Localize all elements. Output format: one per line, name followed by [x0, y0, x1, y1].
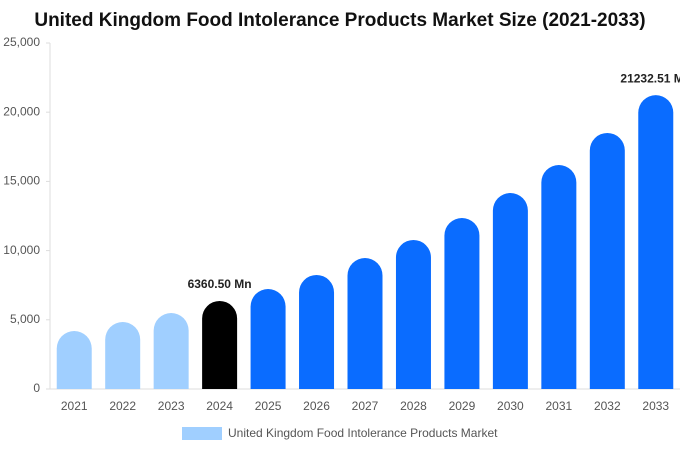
x-tick-label: 2027 — [352, 399, 379, 413]
bar — [395, 239, 431, 389]
y-tick-label: 5,000 — [10, 312, 40, 326]
bar — [202, 300, 238, 389]
x-tick-label: 2025 — [255, 399, 282, 413]
x-tick-label: 2023 — [158, 399, 185, 413]
bar — [492, 193, 528, 389]
x-tick-label: 2028 — [400, 399, 427, 413]
data-label: 6360.50 Mn — [188, 277, 252, 291]
x-tick-label: 2030 — [497, 399, 524, 413]
bar — [589, 132, 625, 389]
bar — [105, 322, 141, 389]
y-tick-label: 10,000 — [3, 243, 40, 257]
bar — [56, 331, 92, 389]
legend-label: United Kingdom Food Intolerance Products… — [228, 426, 498, 440]
chart-title: United Kingdom Food Intolerance Products… — [34, 10, 645, 31]
x-tick-label: 2032 — [594, 399, 621, 413]
bar — [299, 274, 335, 389]
y-tick-label: 20,000 — [3, 104, 40, 118]
x-tick-label: 2021 — [61, 399, 88, 413]
bar — [347, 258, 383, 389]
bar — [250, 289, 286, 389]
x-tick-label: 2031 — [545, 399, 572, 413]
bar — [444, 218, 480, 389]
data-label: 21232.51 Mn — [620, 71, 680, 85]
x-tick-label: 2024 — [206, 399, 233, 413]
bar — [153, 313, 189, 389]
y-tick-label: 0 — [33, 381, 40, 395]
x-tick-label: 2022 — [109, 399, 136, 413]
x-tick-label: 2033 — [642, 399, 669, 413]
y-tick-label: 15,000 — [3, 174, 40, 188]
bar — [638, 95, 674, 390]
y-tick-label: 25,000 — [3, 35, 40, 49]
legend-swatch — [182, 427, 222, 440]
bar — [541, 165, 577, 389]
x-tick-label: 2026 — [303, 399, 330, 413]
x-tick-label: 2029 — [449, 399, 476, 413]
